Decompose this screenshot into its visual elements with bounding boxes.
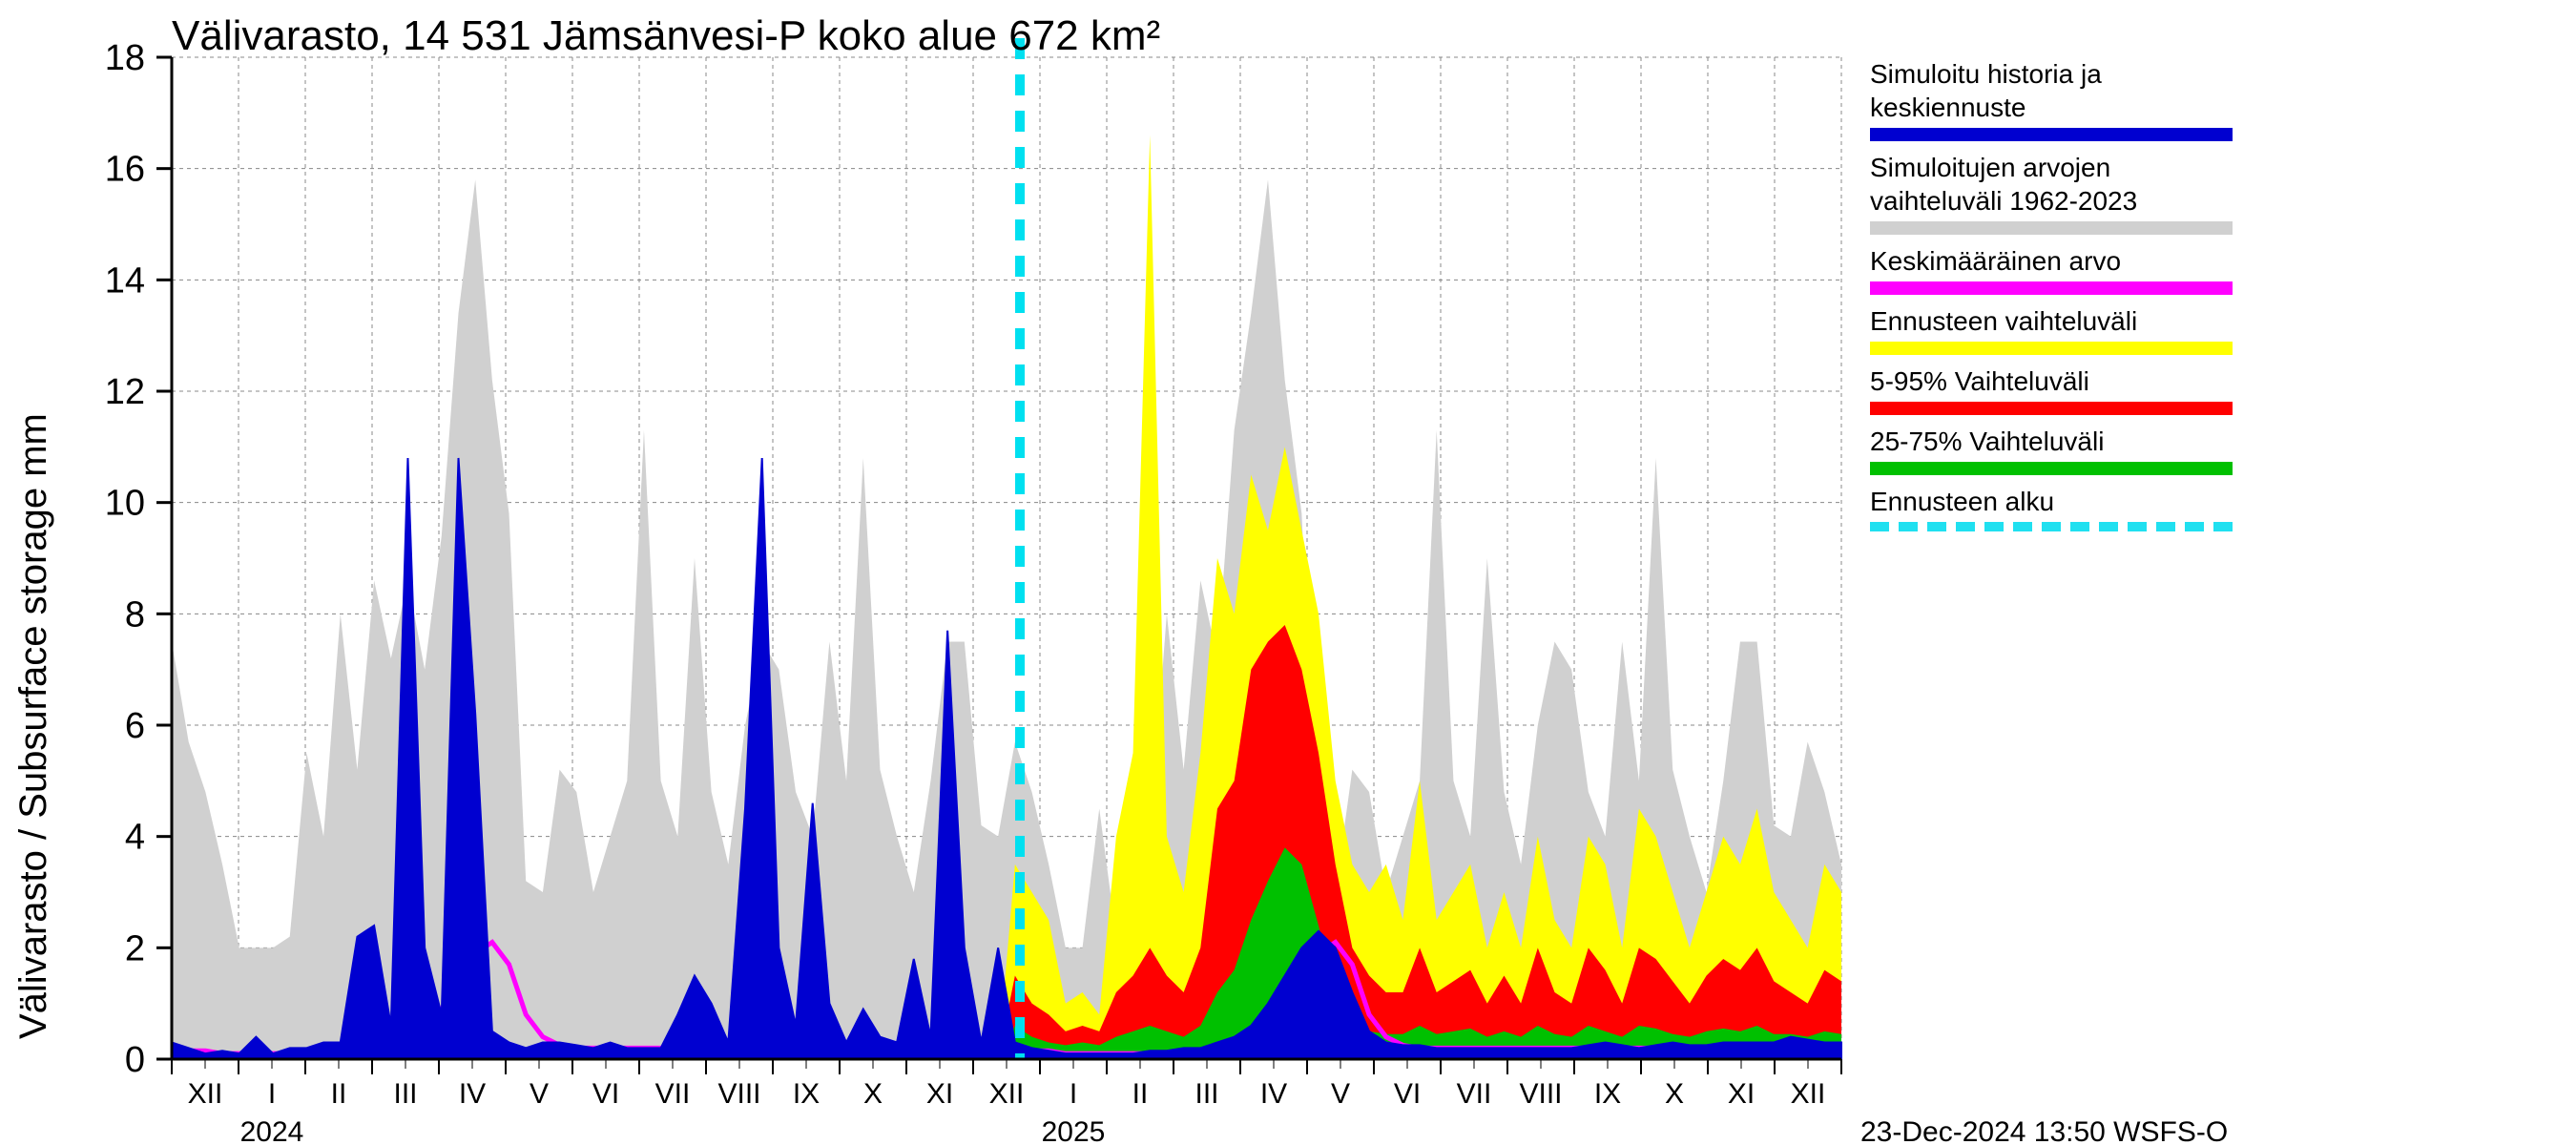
x-month-label: VII bbox=[1457, 1078, 1492, 1110]
y-tick-label: 16 bbox=[105, 150, 145, 190]
x-month-label: XII bbox=[989, 1078, 1025, 1110]
legend-swatch bbox=[1870, 128, 2233, 141]
legend-label: 5-95% Vaihteluväli bbox=[1870, 364, 2233, 398]
legend-item: 5-95% Vaihteluväli bbox=[1870, 364, 2233, 415]
legend-swatch bbox=[1870, 221, 2233, 235]
x-year-label: 2024 bbox=[240, 1116, 304, 1145]
y-axis-label: Välivarasto / Subsurface storage mm bbox=[12, 413, 54, 1039]
legend-item: Simuloitujen arvojenvaihteluväli 1962-20… bbox=[1870, 151, 2233, 235]
legend-item: Keskimääräinen arvo bbox=[1870, 244, 2233, 295]
legend: Simuloitu historia jakeskiennusteSimuloi… bbox=[1870, 57, 2233, 541]
chart-container: 024681012141618XIIIIIIIIIVVVIVIIVIIIIXXX… bbox=[0, 0, 2576, 1145]
legend-swatch bbox=[1870, 522, 2233, 531]
legend-label: Simuloitujen arvojen bbox=[1870, 151, 2233, 184]
y-tick-label: 12 bbox=[105, 372, 145, 412]
y-tick-label: 14 bbox=[105, 260, 145, 301]
legend-item: Ennusteen vaihteluväli bbox=[1870, 304, 2233, 355]
x-month-label: VI bbox=[592, 1078, 619, 1110]
legend-label: vaihteluväli 1962-2023 bbox=[1870, 184, 2233, 218]
y-tick-label: 6 bbox=[125, 706, 145, 746]
x-month-label: XII bbox=[1791, 1078, 1826, 1110]
legend-swatch bbox=[1870, 462, 2233, 475]
y-tick-label: 2 bbox=[125, 928, 145, 968]
x-month-label: VIII bbox=[717, 1078, 760, 1110]
x-year-label: 2025 bbox=[1042, 1116, 1106, 1145]
x-month-label: IV bbox=[459, 1078, 486, 1110]
x-month-label: X bbox=[863, 1078, 883, 1110]
legend-label: Simuloitu historia ja bbox=[1870, 57, 2233, 91]
x-month-label: IV bbox=[1260, 1078, 1287, 1110]
y-tick-label: 8 bbox=[125, 594, 145, 635]
x-month-label: X bbox=[1665, 1078, 1684, 1110]
legend-label: keskiennuste bbox=[1870, 91, 2233, 124]
y-tick-label: 10 bbox=[105, 484, 145, 524]
x-month-label: XI bbox=[1728, 1078, 1755, 1110]
y-tick-label: 4 bbox=[125, 818, 145, 858]
y-tick-label: 18 bbox=[105, 38, 145, 78]
x-month-label: I bbox=[268, 1078, 276, 1110]
footer-timestamp: 23-Dec-2024 13:50 WSFS-O bbox=[1860, 1116, 2228, 1145]
x-month-label: IX bbox=[793, 1078, 820, 1110]
legend-label: Ennusteen alku bbox=[1870, 485, 2233, 518]
x-month-label: V bbox=[1331, 1078, 1350, 1110]
legend-item: Ennusteen alku bbox=[1870, 485, 2233, 531]
x-month-label: VI bbox=[1394, 1078, 1421, 1110]
legend-item: Simuloitu historia jakeskiennuste bbox=[1870, 57, 2233, 141]
x-month-label: III bbox=[393, 1078, 417, 1110]
legend-swatch bbox=[1870, 342, 2233, 355]
x-month-label: II bbox=[1132, 1078, 1149, 1110]
x-month-label: VIII bbox=[1519, 1078, 1562, 1110]
x-month-label: IX bbox=[1594, 1078, 1621, 1110]
x-month-label: VII bbox=[655, 1078, 691, 1110]
legend-item: 25-75% Vaihteluväli bbox=[1870, 425, 2233, 475]
legend-swatch bbox=[1870, 402, 2233, 415]
legend-label: Ennusteen vaihteluväli bbox=[1870, 304, 2233, 338]
x-month-label: I bbox=[1070, 1078, 1077, 1110]
x-month-label: III bbox=[1195, 1078, 1218, 1110]
legend-label: Keskimääräinen arvo bbox=[1870, 244, 2233, 278]
x-month-label: V bbox=[530, 1078, 549, 1110]
legend-swatch bbox=[1870, 281, 2233, 295]
x-month-label: XI bbox=[926, 1078, 953, 1110]
x-month-label: II bbox=[331, 1078, 347, 1110]
x-month-label: XII bbox=[188, 1078, 223, 1110]
chart-title: Välivarasto, 14 531 Jämsänvesi-P koko al… bbox=[172, 12, 1160, 59]
legend-label: 25-75% Vaihteluväli bbox=[1870, 425, 2233, 458]
y-tick-label: 0 bbox=[125, 1040, 145, 1080]
